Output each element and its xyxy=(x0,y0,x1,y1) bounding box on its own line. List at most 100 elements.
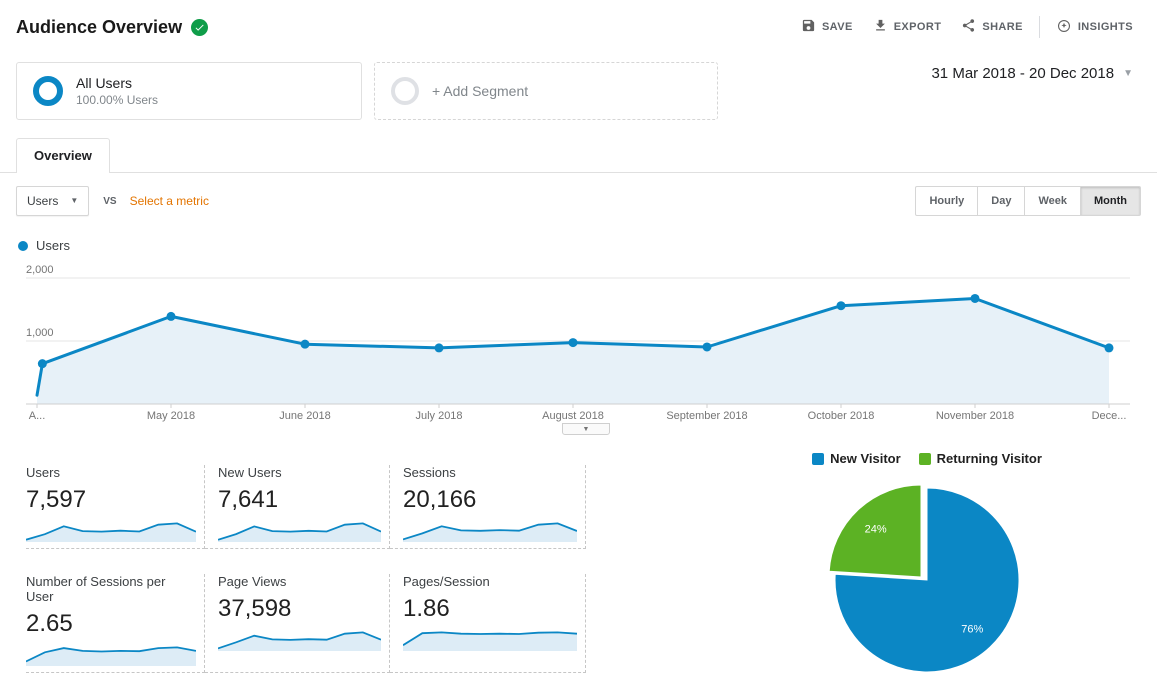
metric-dropdown-value: Users xyxy=(27,194,59,208)
export-icon xyxy=(873,18,888,36)
insights-icon xyxy=(1056,18,1072,37)
metric-sparkline xyxy=(403,522,577,542)
chart-controls-row: Users ▼ VS Select a metric Hourly Day Week… xyxy=(16,186,1141,216)
share-button[interactable]: SHARE xyxy=(951,12,1033,42)
visitor-pie-section: New Visitor Returning Visitor 76% 24% xyxy=(802,451,1052,680)
add-segment-label: + Add Segment xyxy=(432,83,529,99)
share-icon xyxy=(961,18,976,36)
add-segment-card[interactable]: + Add Segment xyxy=(374,62,718,120)
metric-value: 37,598 xyxy=(218,595,292,622)
date-range-text: 31 Mar 2018 - 20 Dec 2018 xyxy=(931,65,1115,82)
legend-label: New Visitor xyxy=(830,451,901,466)
metric-sparkline xyxy=(26,522,196,542)
metric-label: Users xyxy=(26,465,60,480)
x-axis-label: October 2018 xyxy=(807,410,875,422)
actions-divider xyxy=(1038,16,1040,38)
metric-card-page-views: Page Views 37,598 xyxy=(205,574,390,673)
x-axis-label: May 2018 xyxy=(146,410,196,422)
legend-item-new-visitor: New Visitor xyxy=(812,451,901,466)
svg-text:2,000: 2,000 xyxy=(26,264,54,276)
page-title: Audience Overview xyxy=(16,16,183,37)
insights-button[interactable]: INSIGHTS xyxy=(1046,12,1143,43)
visitor-type-pie-chart: 76% 24% xyxy=(828,484,1020,673)
report-panel: Users ▼ VS Select a metric Hourly Day Week… xyxy=(0,186,1157,682)
x-axis-label: November 2018 xyxy=(935,410,1015,422)
legend-swatch-icon xyxy=(918,452,931,465)
insights-label: INSIGHTS xyxy=(1077,21,1133,33)
users-legend-dot-icon xyxy=(18,240,28,251)
legend-item-returning-visitor: Returning Visitor xyxy=(918,451,1042,466)
granularity-day[interactable]: Day xyxy=(977,186,1026,216)
segments-row: All Users 100.00% Users + Add Segment 31… xyxy=(0,54,1157,132)
share-label: SHARE xyxy=(982,21,1023,33)
x-axis-labels: A... May 2018 June 2018 July 2018 August 201… xyxy=(26,409,1130,423)
export-button[interactable]: EXPORT xyxy=(863,12,952,42)
svg-text:76%: 76% xyxy=(961,623,983,635)
metric-sparkline xyxy=(26,646,196,666)
tabs-row: Overview xyxy=(0,132,1157,173)
export-label: EXPORT xyxy=(893,21,942,33)
metric-value: 2.65 xyxy=(26,610,73,637)
timeseries-chart-area: 1,000 2,000 A... May 2018 June 2018 July 201… xyxy=(16,259,1141,435)
date-range-selector[interactable]: 31 Mar 2018 - 20 Dec 2018 ▼ xyxy=(931,65,1133,82)
save-label: SAVE xyxy=(821,21,853,33)
users-timeseries-chart: 1,000 2,000 xyxy=(26,264,1130,408)
summary-section: Users 7,597 New Users 7,641 Sessions 20,166 Nu… xyxy=(16,451,1141,682)
metric-card-new-users: New Users 7,641 xyxy=(205,465,390,549)
report-header: Audience Overview SAVE EXPORT SHARE INSI… xyxy=(0,0,1157,54)
chevron-down-icon: ▼ xyxy=(582,425,590,433)
metric-sparkline xyxy=(403,631,577,651)
metric-value: 20,166 xyxy=(403,486,477,513)
metric-value: 7,641 xyxy=(218,486,279,513)
granularity-week[interactable]: Week xyxy=(1024,186,1082,216)
granularity-month[interactable]: Month xyxy=(1080,186,1141,216)
verified-check-icon xyxy=(191,18,209,36)
svg-text:1,000: 1,000 xyxy=(26,327,54,339)
x-axis-label: September 2018 xyxy=(666,410,748,422)
metric-label: New Users xyxy=(218,465,282,480)
tab-overview[interactable]: Overview xyxy=(16,138,110,173)
metric-dropdown[interactable]: Users ▼ xyxy=(16,186,90,216)
annotations-expander[interactable]: ▼ xyxy=(562,423,610,435)
users-legend-label: Users xyxy=(36,238,70,253)
metric-label: Sessions xyxy=(403,465,456,480)
metric-label: Pages/Session xyxy=(403,574,490,589)
segment-title: All Users xyxy=(76,75,133,91)
legend-swatch-icon xyxy=(812,452,825,465)
header-actions: SAVE EXPORT SHARE INSIGHTS xyxy=(791,12,1143,43)
metric-label: Number of Sessions per User xyxy=(26,574,166,604)
legend-label: Returning Visitor xyxy=(936,451,1042,466)
metric-value: 7,597 xyxy=(26,486,87,513)
chevron-down-icon: ▼ xyxy=(1123,67,1133,79)
vs-label: VS xyxy=(103,195,117,207)
metric-sparkline xyxy=(218,631,381,651)
svg-text:24%: 24% xyxy=(865,524,887,536)
segment-donut-icon xyxy=(33,76,63,106)
chevron-down-icon: ▼ xyxy=(70,196,79,205)
pie-legend: New Visitor Returning Visitor xyxy=(812,451,1042,466)
granularity-toggle: Hourly Day Week Month xyxy=(915,186,1141,216)
save-button[interactable]: SAVE xyxy=(791,12,863,42)
metric-value: 1.86 xyxy=(403,595,450,622)
metric-card-pages-session: Pages/Session 1.86 xyxy=(390,574,586,673)
metrics-grid: Users 7,597 New Users 7,641 Sessions 20,166 Nu… xyxy=(26,451,588,682)
x-axis-label: August 2018 xyxy=(542,410,604,422)
all-users-segment-card[interactable]: All Users 100.00% Users xyxy=(16,62,362,120)
metric-card-sessions: Sessions 20,166 xyxy=(390,465,586,549)
metric-sparkline xyxy=(218,522,381,542)
metrics-row: Number of Sessions per User 2.65 Page View… xyxy=(26,574,588,673)
x-axis-label: July 2018 xyxy=(415,410,463,422)
x-axis-label: June 2018 xyxy=(279,410,331,422)
granularity-hourly[interactable]: Hourly xyxy=(915,186,979,216)
title-wrap: Audience Overview xyxy=(16,16,209,38)
segment-subtitle: 100.00% Users xyxy=(76,93,159,107)
select-metric-link[interactable]: Select a metric xyxy=(129,194,209,208)
metrics-row: Users 7,597 New Users 7,641 Sessions 20,166 xyxy=(26,465,588,549)
save-icon xyxy=(801,18,816,36)
x-axis-label: Dece... xyxy=(1091,410,1127,422)
empty-segment-ring-icon xyxy=(391,77,419,105)
metric-card-number-of-sessions-per-user: Number of Sessions per User 2.65 xyxy=(26,574,205,673)
metric-label: Page Views xyxy=(218,574,287,589)
metric-card-users: Users 7,597 xyxy=(26,465,205,549)
